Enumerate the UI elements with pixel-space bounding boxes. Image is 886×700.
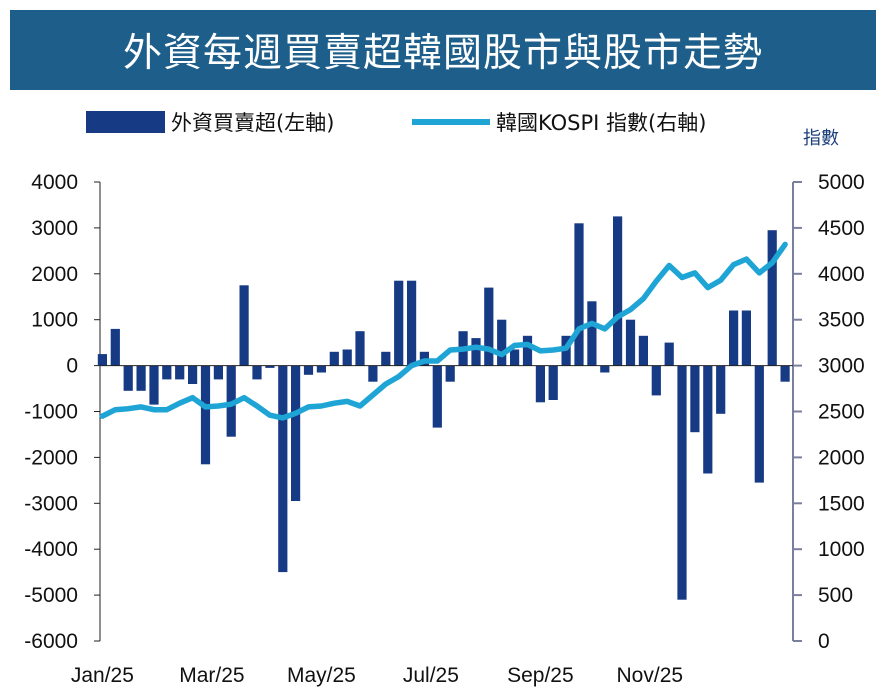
right-tick-label: 4000 — [818, 263, 865, 286]
bar — [638, 335, 648, 366]
left-tick-label: -4000 — [24, 538, 78, 561]
bar — [342, 349, 352, 366]
chart-title: 外資每週買賣超韓國股市與股市走勢 — [122, 31, 763, 76]
bar — [239, 285, 249, 366]
legend: 外資買賣超(左軸) 韓國KOSPI 指數(右軸) — [86, 111, 706, 135]
bar — [123, 365, 133, 391]
right-tick-label: 2000 — [818, 446, 865, 469]
bar — [149, 365, 159, 405]
x-tick-label: Jan/25 — [71, 664, 134, 687]
x-tick-label: Sep/25 — [507, 664, 574, 687]
right-tick-label: 2500 — [818, 401, 865, 424]
bar — [368, 365, 378, 382]
bar — [188, 365, 198, 384]
bar — [394, 280, 404, 366]
right-tick-label: 0 — [818, 630, 830, 653]
x-tick-label: Jul/25 — [403, 664, 459, 687]
right-tick-label: 4500 — [818, 217, 865, 240]
bar — [754, 365, 764, 483]
x-axis: Jan/25 Mar/25 May/25 Jul/25 Sep/25 Nov/25 — [71, 664, 683, 687]
bar — [484, 287, 494, 366]
bar — [574, 223, 584, 366]
right-tick-label: 3500 — [818, 309, 865, 332]
bar — [200, 365, 211, 465]
bar — [355, 331, 365, 366]
bar — [316, 365, 326, 373]
legend-bar-label: 外資買賣超(左軸) — [171, 111, 334, 135]
left-tick-label: -1000 — [24, 401, 78, 424]
bar — [278, 365, 288, 573]
left-tick-label: 1000 — [31, 309, 78, 332]
kospi-line — [99, 241, 788, 421]
bar — [432, 365, 442, 428]
bar — [162, 365, 172, 380]
left-axis: 4000 3000 2000 1000 0 -1000 -2000 -3000 -4000 -50… — [24, 171, 101, 653]
bar — [664, 342, 674, 366]
bar — [110, 328, 120, 366]
legend-bar-swatch — [86, 111, 165, 133]
bar — [729, 310, 739, 366]
x-tick-label: May/25 — [287, 664, 356, 687]
bar — [767, 230, 777, 366]
left-tick-label: 0 — [66, 355, 78, 378]
legend-line-label: 韓國KOSPI 指數(右軸) — [496, 111, 706, 135]
bar — [381, 351, 391, 366]
bar — [613, 216, 623, 366]
right-tick-label: 1000 — [818, 538, 865, 561]
bar — [587, 301, 597, 366]
title-banner: 外資每週買賣超韓國股市與股市走勢 — [10, 10, 876, 90]
bar — [445, 365, 455, 382]
bar — [548, 365, 558, 400]
bar — [175, 365, 185, 380]
line-series — [99, 241, 788, 421]
bar — [690, 365, 700, 433]
bar — [535, 365, 545, 403]
bar — [265, 365, 275, 368]
bar — [625, 319, 636, 366]
left-tick-label: 3000 — [31, 217, 78, 240]
bar — [651, 365, 661, 396]
bar — [97, 354, 107, 366]
x-tick-label: Nov/25 — [617, 664, 684, 687]
bar — [329, 351, 339, 366]
bar — [741, 310, 751, 366]
right-axis-unit: 指數 — [803, 128, 839, 149]
bar — [497, 319, 507, 366]
bar — [510, 349, 520, 366]
right-tick-label: 1500 — [818, 492, 865, 515]
right-tick-label: 5000 — [818, 171, 865, 194]
left-tick-label: -3000 — [24, 492, 78, 515]
bar — [703, 365, 713, 474]
bar — [522, 335, 533, 366]
bar — [780, 365, 790, 382]
left-tick-label: 2000 — [31, 263, 78, 286]
bar — [471, 338, 481, 366]
left-tick-label: 4000 — [31, 171, 78, 194]
bar-series — [97, 216, 793, 600]
left-tick-label: -5000 — [24, 584, 78, 607]
left-tick-label: -2000 — [24, 446, 78, 469]
bar — [213, 365, 223, 380]
bar — [600, 365, 610, 373]
bar — [303, 365, 314, 375]
bar — [291, 365, 301, 501]
bar — [252, 365, 262, 380]
right-tick-label: 500 — [818, 584, 853, 607]
bar — [407, 280, 417, 366]
bar — [716, 365, 726, 414]
bar — [677, 365, 687, 600]
bar — [136, 365, 146, 391]
right-tick-label: 3000 — [818, 355, 865, 378]
x-tick-label: Mar/25 — [179, 664, 244, 687]
left-tick-label: -6000 — [24, 630, 78, 653]
